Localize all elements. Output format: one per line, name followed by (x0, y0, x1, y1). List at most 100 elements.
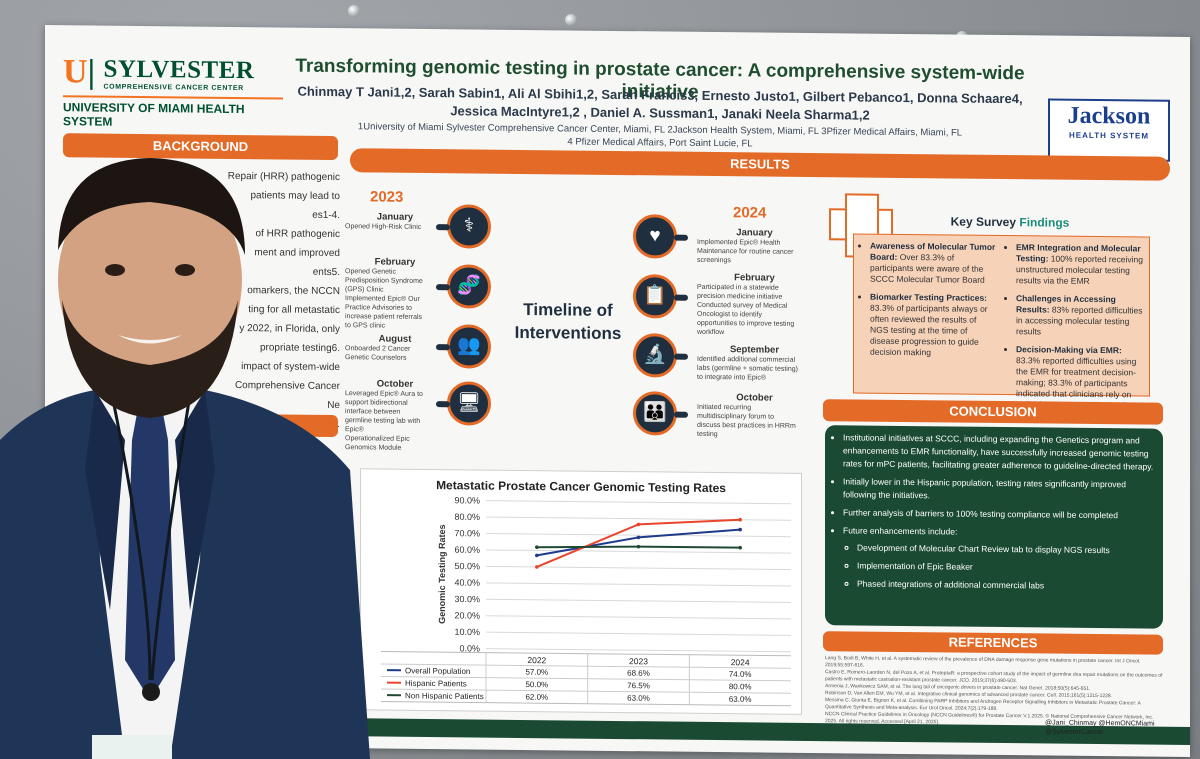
testing-rates-chart: Metastatic Prostate Cancer Genomic Testi… (360, 468, 802, 715)
survey-finding-text: 83.3% of participants always or often re… (870, 302, 988, 358)
y-tick-label: 30.0% (454, 594, 480, 604)
survey-finding: Biomarker Testing Practices: 83.3% of pa… (870, 292, 996, 359)
data-label: 62.0% (525, 693, 548, 702)
timeline-year-left: 2023 (370, 188, 404, 206)
survey-finding: Challenges in Accessing Results: 83% rep… (1016, 293, 1144, 338)
y-tick-label: 70.0% (454, 528, 480, 538)
y-tick-label: 60.0% (454, 545, 480, 555)
survey-finding-label: Decision-Making via EMR: (1016, 344, 1122, 356)
data-point (738, 517, 742, 522)
gridline (486, 615, 791, 620)
timeline-entry: February Participated in a statewide preci… (697, 272, 812, 338)
gridline (486, 516, 791, 521)
data-label: 57.0% (525, 668, 548, 677)
timeline-entry: January Implemented Epic® Health Maintenan… (697, 227, 812, 266)
conclusion-heading: CONCLUSION (823, 399, 1163, 425)
results-heading: RESULTS (350, 148, 1170, 181)
survey-finding: Awareness of Molecular Tumor Board: Over… (870, 241, 996, 286)
conclusion-subitem: Development of Molecular Chart Review ta… (857, 542, 1155, 558)
data-label: 50.0% (525, 680, 548, 689)
references-heading: REFERENCES (823, 631, 1163, 655)
x-tick-label: 2022 (527, 655, 546, 665)
clinic-icon: ⚕ (447, 204, 491, 249)
badge-clip (142, 683, 160, 701)
gridline (486, 631, 791, 636)
timeline-text: Participated in a statewide precision med… (697, 283, 812, 338)
y-axis-label: Genomic Testing Rates (437, 524, 447, 623)
conclusion-subitem: Implementation of Epic Beaker (857, 560, 1155, 576)
data-label: 74.0% (729, 670, 752, 679)
y-tick-label: 40.0% (454, 578, 480, 588)
right-lapel (175, 390, 215, 610)
survey-heading-text: Key Survey (950, 214, 1020, 230)
conclusion-item: Institutional initiatives at SCCC, inclu… (843, 431, 1155, 473)
data-label: 63.0% (729, 695, 752, 704)
data-point (636, 544, 641, 549)
data-label: 68.6% (627, 669, 650, 678)
y-tick-label: 50.0% (454, 561, 480, 571)
meeting-icon: 👪 (633, 391, 677, 436)
u-logo-icon: U| (63, 53, 96, 91)
social-handles: @Jani_Chinmay @HemONCMiami @SylvesterCan… (1045, 718, 1155, 737)
gridline (486, 549, 791, 554)
right-eye (175, 264, 195, 276)
timeline-text: Implemented Epic® Health Maintenance for … (697, 238, 812, 266)
table-border (381, 701, 791, 707)
push-pin (348, 5, 360, 17)
conclusion-item: Future enhancements include:Development … (843, 524, 1155, 593)
logo-university: UNIVERSITY OF MIAMI HEALTH SYSTEM (63, 95, 283, 131)
conclusion-box: Institutional initiatives at SCCC, inclu… (825, 425, 1163, 629)
timeline-title-line: Interventions (514, 322, 622, 344)
jackson-logo-subtitle: HEALTH SYSTEM (1069, 130, 1149, 141)
data-point (738, 545, 742, 550)
gridline (486, 565, 791, 571)
data-point (636, 522, 641, 527)
data-point (535, 565, 539, 569)
gridline (486, 533, 791, 538)
data-label: 63.0% (627, 694, 650, 703)
smile (118, 335, 182, 344)
table-border (381, 663, 791, 669)
timeline-text-line: testing (697, 430, 718, 439)
logo-name: SYLVESTER (103, 55, 255, 84)
x-tick-label: 2023 (629, 656, 648, 666)
research-poster: U| SYLVESTER COMPREHENSIVE CANCER CENTER… (45, 25, 1190, 757)
conclusion-item: Further analysis of barriers to 100% tes… (843, 506, 1155, 522)
timeline-text-line: workflow (697, 328, 725, 337)
timeline-title: Timeline of Interventions (493, 298, 643, 346)
y-tick-label: 90.0% (454, 495, 480, 505)
survey-left-list: Awareness of Molecular Tumor Board: Over… (858, 241, 996, 359)
timeline-text-line: to integrate into Epic® (697, 373, 766, 382)
table-border (381, 688, 791, 694)
push-pin (565, 14, 577, 26)
presenter-person (0, 158, 370, 759)
gridline (486, 500, 791, 505)
y-tick-label: 20.0% (454, 610, 480, 620)
y-tick-label: 0.0% (459, 643, 480, 653)
lanyard (110, 394, 152, 681)
hair (58, 158, 245, 255)
survey-heading-accent: Findings (1019, 215, 1070, 230)
timeline-text: Initiated recurring multidisciplinary for… (697, 403, 812, 440)
table-border (381, 651, 791, 657)
lanyard (150, 394, 192, 681)
counselors-icon: 👥 (447, 324, 491, 369)
chart-canvas: 0.0% 10.0% 20.0% 30.0% 40.0% 50.0% 60.0% 70.0% 8… (381, 495, 791, 707)
survey-finding: EMR Integration and Molecular Testing: 1… (1016, 242, 1144, 287)
survey-finding-label: Biomarker Testing Practices: (870, 291, 987, 303)
conclusion-item: Initially lower in the Hispanic populati… (843, 475, 1155, 504)
data-point (535, 545, 539, 549)
legend-label: Overall Population (405, 666, 470, 676)
beard (62, 300, 238, 418)
data-point (636, 535, 641, 540)
face (58, 172, 242, 388)
timeline-year-right: 2024 (733, 204, 767, 222)
data-point (535, 553, 539, 558)
y-tick-label: 80.0% (454, 512, 480, 522)
sylvester-logo: U| SYLVESTER COMPREHENSIVE CANCER CENTER… (63, 53, 283, 131)
timeline-title-line: Timeline of (523, 300, 613, 320)
y-tick-label: 10.0% (454, 627, 480, 637)
data-label: 80.0% (729, 682, 752, 691)
timeline-text: Identified additional commercial labs (ge… (697, 355, 812, 383)
jackson-logo: Jackson HEALTH SYSTEM (1048, 98, 1170, 162)
